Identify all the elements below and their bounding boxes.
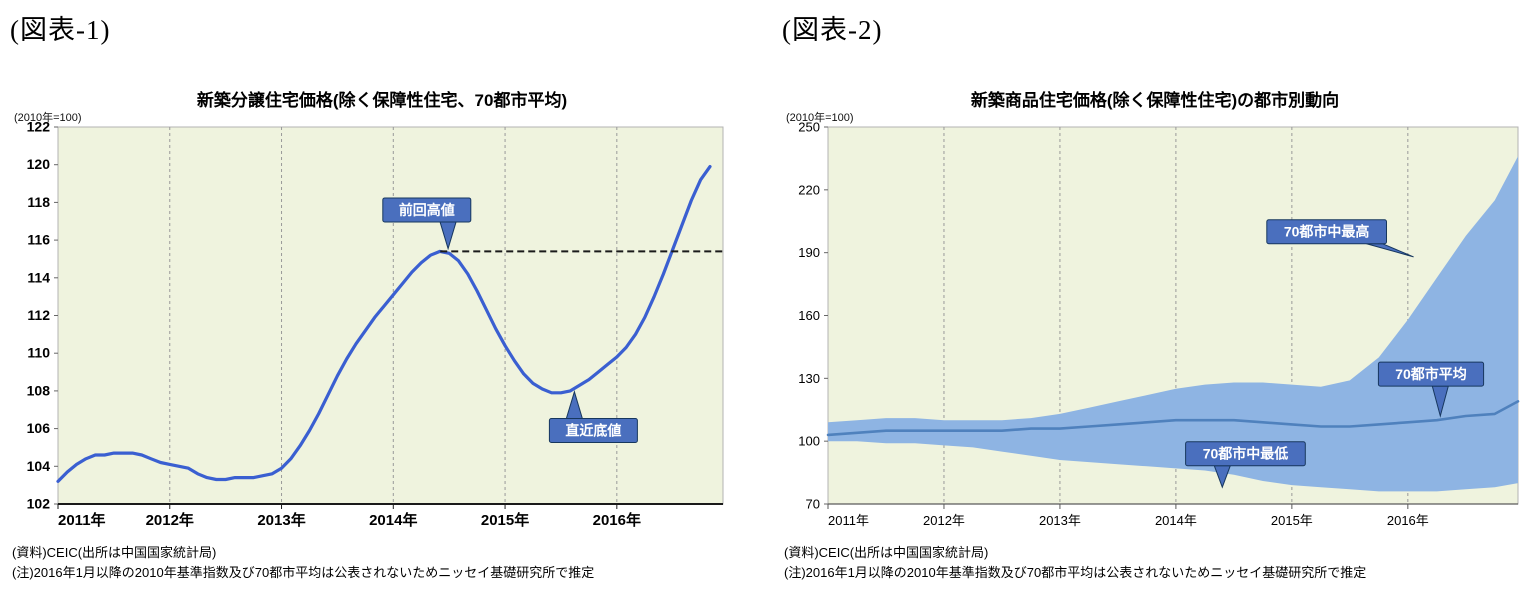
y-tick-label: 130 xyxy=(798,371,820,386)
x-tick-label: 2014年 xyxy=(369,511,417,529)
figure-1-title: 新築分譲住宅価格(除く保障性住宅、70都市平均) xyxy=(196,91,568,110)
y-tick-label: 116 xyxy=(27,232,50,248)
figure-2-panel: (図表-2) 新築商品住宅価格(除く保障性住宅)の都市別動向 (2010年=10… xyxy=(780,6,1530,606)
x-tick-label: 2011年 xyxy=(828,513,869,528)
x-tick-label: 2013年 xyxy=(257,511,305,529)
min-max-band xyxy=(828,156,1518,492)
callout-label: 70都市中最低 xyxy=(1203,446,1289,462)
new-built-housing-price-line-chart: 102 104 106 108 110 112 114 116 118 120 122 2011年 20… xyxy=(27,122,724,529)
y-tick-label: 122 xyxy=(27,122,51,135)
callout-box xyxy=(382,197,472,223)
figure-1-panel: (図表-1) 新築分譲住宅価格(除く保障性住宅、70都市平均) (2010年=1… xyxy=(8,6,756,606)
callout-box xyxy=(1185,441,1306,467)
y-tick-label: 70 xyxy=(806,497,820,512)
plot-area xyxy=(57,126,724,505)
y-tick-label: 250 xyxy=(798,122,820,135)
x-tick-label: 2012年 xyxy=(146,511,194,529)
figure-1-unit-label: (2010年=100) xyxy=(14,112,82,124)
figure-2-title: 新築商品住宅価格(除く保障性住宅)の都市別動向 xyxy=(970,91,1340,110)
x-tick-label: 2016年 xyxy=(593,511,641,529)
y-tick-label: 220 xyxy=(798,182,820,197)
y-tick-label: 100 xyxy=(798,434,820,449)
y-tick-label: 118 xyxy=(27,194,50,210)
figure-1-note: (注)2016年1月以降の2010年基準指数及び70都市平均は公表されないためニ… xyxy=(12,565,595,580)
figure-1-label: (図表-1) xyxy=(10,15,111,45)
y-tick-label: 120 xyxy=(27,156,51,172)
x-tick-label: 2015年 xyxy=(1271,513,1313,528)
y-tick-label: 104 xyxy=(27,458,51,474)
y-tick-label: 112 xyxy=(27,307,50,323)
city-range-band-chart: 70 100 130 160 190 220 250 2011年 2012年 2013年 2014年… xyxy=(798,122,1520,528)
series-line xyxy=(826,400,1520,437)
x-tick-label: 2014年 xyxy=(1155,513,1197,528)
x-tick-label: 2016年 xyxy=(1387,513,1429,528)
x-tick-label: 2012年 xyxy=(923,513,965,528)
figure-2-label: (図表-2) xyxy=(782,15,883,45)
callout-label: 70都市中最高 xyxy=(1284,224,1370,240)
callout-label: 70都市平均 xyxy=(1395,366,1467,382)
y-tick-label: 160 xyxy=(798,308,820,323)
figure-1-source: (資料)CEIC(出所は中国国家統計局) xyxy=(12,545,217,560)
x-tick-label: 2011年 xyxy=(58,511,106,529)
callout-box xyxy=(1377,361,1485,387)
x-tick-label: 2015年 xyxy=(481,511,529,529)
callout-box xyxy=(548,417,638,443)
figure-2-source: (資料)CEIC(出所は中国国家統計局) xyxy=(784,545,989,560)
y-tick-label: 110 xyxy=(27,345,50,361)
y-tick-label: 108 xyxy=(27,382,51,398)
figure-2-note: (注)2016年1月以降の2010年基準指数及び70都市平均は公表されないためニ… xyxy=(784,565,1367,580)
y-tick-label: 114 xyxy=(27,269,50,285)
y-tick-label: 106 xyxy=(27,420,51,436)
x-tick-label: 2013年 xyxy=(1039,513,1081,528)
series-line xyxy=(56,165,712,483)
callout-label: 前回高値 xyxy=(399,202,455,218)
figure-2-unit-label: (2010年=100) xyxy=(786,112,854,124)
callout-label: 直近底値 xyxy=(565,422,621,438)
y-tick-label: 190 xyxy=(798,245,820,260)
callout-box xyxy=(1266,219,1387,245)
y-tick-label: 102 xyxy=(27,496,51,512)
